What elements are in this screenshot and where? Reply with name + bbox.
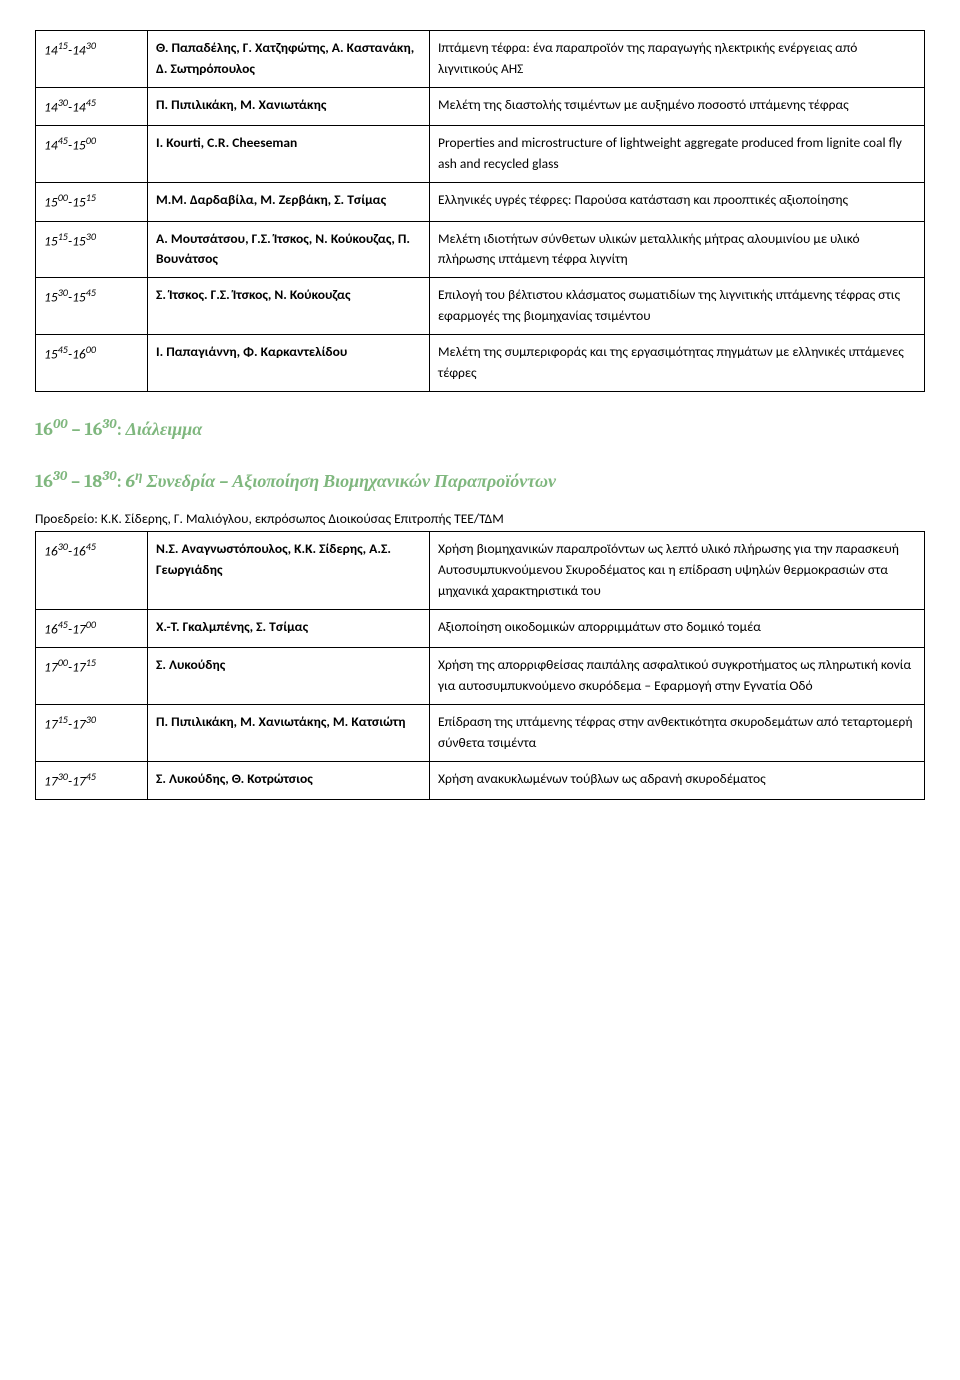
authors-cell: Α. Μουτσάτσου, Γ.Σ. Ίτσκος, Ν. Κούκουζας… [148, 221, 430, 278]
table-row: 1500-1515Μ.Μ. Δαρδαβίλα, Μ. Ζερβάκη, Σ. … [36, 183, 925, 221]
time-cell: 1445-1500 [36, 126, 148, 183]
schedule-table-2: 1630-1645N.Σ. Αναγνωστόπουλος, Κ.Κ. Σίδε… [35, 531, 925, 800]
table-row: 1530-1545Σ. Ίτσκος. Γ.Σ. Ίτσκος, Ν. Κούκ… [36, 278, 925, 335]
title-cell: Χρήση ανακυκλωμένων τούβλων ως αδρανή σκ… [430, 761, 925, 799]
time-cell: 1730-1745 [36, 761, 148, 799]
authors-cell: Π. Πιπιλικάκη, Μ. Χανιωτάκης, Μ. Κατσιώτ… [148, 705, 430, 762]
time-cell: 1645-1700 [36, 609, 148, 647]
time-cell: 1500-1515 [36, 183, 148, 221]
title-cell: Ελληνικές υγρές τέφρες: Παρούσα κατάστασ… [430, 183, 925, 221]
authors-cell: Θ. Παπαδέλης, Γ. Χατζηφώτης, Α. Καστανάκ… [148, 31, 430, 88]
table-row: 1415-1430Θ. Παπαδέλης, Γ. Χατζηφώτης, Α.… [36, 31, 925, 88]
time-cell: 1430-1445 [36, 87, 148, 125]
authors-cell: I. Kourti, C.R. Cheeseman [148, 126, 430, 183]
title-cell: Επιλογή του βέλτιστου κλάσματος σωματιδί… [430, 278, 925, 335]
table-row: 1645-1700Χ.-Τ. Γκαλμπένης, Σ. ΤσίμαςΑξιο… [36, 609, 925, 647]
authors-cell: Σ. Λυκούδης [148, 648, 430, 705]
table-row: 1715-1730Π. Πιπιλικάκη, Μ. Χανιωτάκης, Μ… [36, 705, 925, 762]
schedule-table-1: 1415-1430Θ. Παπαδέλης, Γ. Χατζηφώτης, Α.… [35, 30, 925, 392]
table-row: 1445-1500I. Kourti, C.R. CheesemanProper… [36, 126, 925, 183]
authors-cell: Χ.-Τ. Γκαλμπένης, Σ. Τσίμας [148, 609, 430, 647]
table-row: 1430-1445Π. Πιπιλικάκη, Μ. ΧανιωτάκηςΜελ… [36, 87, 925, 125]
time-cell: 1515-1530 [36, 221, 148, 278]
session-heading: 1630 – 1830: 6η Συνεδρία – Αξιοποίηση Βι… [35, 468, 925, 492]
table-row: 1700-1715Σ. ΛυκούδηςΧρήση της απορριφθεί… [36, 648, 925, 705]
authors-cell: Σ. Ίτσκος. Γ.Σ. Ίτσκος, Ν. Κούκουζας [148, 278, 430, 335]
title-cell: Μελέτη της συμπεριφοράς και της εργασιμό… [430, 335, 925, 392]
title-cell: Μελέτη ιδιοτήτων σύνθετων υλικών μεταλλι… [430, 221, 925, 278]
time-cell: 1700-1715 [36, 648, 148, 705]
authors-cell: Μ.Μ. Δαρδαβίλα, Μ. Ζερβάκη, Σ. Τσίμας [148, 183, 430, 221]
authors-cell: N.Σ. Αναγνωστόπουλος, Κ.Κ. Σίδερης, Α.Σ.… [148, 532, 430, 610]
time-cell: 1545-1600 [36, 335, 148, 392]
time-cell: 1630-1645 [36, 532, 148, 610]
title-cell: Μελέτη της διαστολής τσιμέντων με αυξημέ… [430, 87, 925, 125]
title-cell: Επίδραση της ιπτάμενης τέφρας στην ανθεκ… [430, 705, 925, 762]
time-cell: 1715-1730 [36, 705, 148, 762]
title-cell: Χρήση της απορριφθείσας παιπάλης ασφαλτι… [430, 648, 925, 705]
authors-cell: Ι. Παπαγιάννη, Φ. Καρκαντελίδου [148, 335, 430, 392]
chair-line: Προεδρείο: Κ.Κ. Σίδερης, Γ. Μαλιόγλου, ε… [35, 510, 925, 527]
title-cell: Properties and microstructure of lightwe… [430, 126, 925, 183]
table-row: 1515-1530Α. Μουτσάτσου, Γ.Σ. Ίτσκος, Ν. … [36, 221, 925, 278]
time-cell: 1415-1430 [36, 31, 148, 88]
authors-cell: Σ. Λυκούδης, Θ. Κοτρώτσιος [148, 761, 430, 799]
table-row: 1630-1645N.Σ. Αναγνωστόπουλος, Κ.Κ. Σίδε… [36, 532, 925, 610]
title-cell: Αξιοποίηση οικοδομικών απορριμμάτων στο … [430, 609, 925, 647]
title-cell: Χρήση βιομηχανικών παραπροϊόντων ως λεπτ… [430, 532, 925, 610]
table-row: 1730-1745Σ. Λυκούδης, Θ. ΚοτρώτσιοςΧρήση… [36, 761, 925, 799]
authors-cell: Π. Πιπιλικάκη, Μ. Χανιωτάκης [148, 87, 430, 125]
break-heading: 1600 – 1630: Διάλειμμα [35, 417, 925, 440]
time-cell: 1530-1545 [36, 278, 148, 335]
title-cell: Ιπτάμενη τέφρα: ένα παραπροϊόν της παραγ… [430, 31, 925, 88]
table-row: 1545-1600Ι. Παπαγιάννη, Φ. Καρκαντελίδου… [36, 335, 925, 392]
